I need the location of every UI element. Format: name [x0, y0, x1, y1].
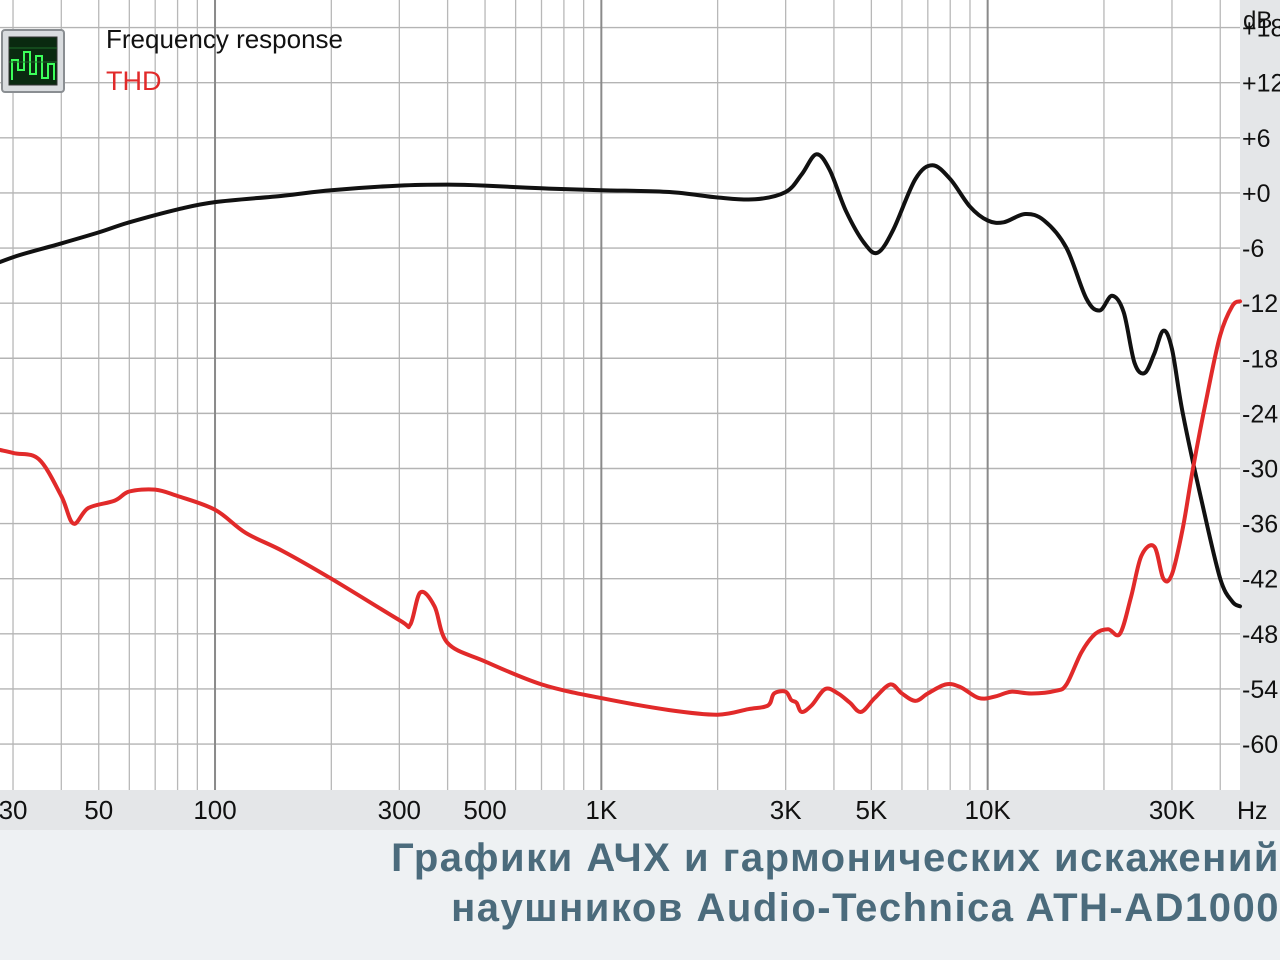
frequency-chart: +18+12+6+0-6-12-18-24-30-36-42-48-54-60 …: [0, 0, 1280, 830]
y-tick-label: -54: [1242, 676, 1278, 704]
x-tick-label: 10K: [965, 795, 1012, 825]
y-tick-label: +18: [1242, 15, 1280, 43]
x-tick-label: 500: [463, 795, 506, 825]
y-tick-label: -18: [1242, 345, 1278, 373]
x-tick-label: 100: [193, 795, 236, 825]
y-tick-label: -12: [1242, 290, 1278, 318]
series-layer: [0, 152, 1242, 717]
legend-thd: THD: [106, 66, 162, 96]
y-tick-label: +6: [1242, 125, 1271, 153]
y-tick-label: +12: [1242, 70, 1280, 98]
legend: Frequency response THD: [1, 24, 343, 96]
grid-minor: [0, 0, 1240, 790]
spectrum-analyzer-icon: [1, 29, 65, 93]
x-tick-label: 50: [84, 795, 113, 825]
y-tick-label: -36: [1242, 511, 1278, 539]
y-tick-label: -60: [1242, 731, 1278, 759]
x-tick-label: 30K: [1149, 795, 1196, 825]
x-unit-label: Hz: [1237, 797, 1268, 825]
caption-line-2: наушников Audio-Technica ATH-AD1000: [451, 886, 1280, 930]
legend-frequency-response: Frequency response: [106, 24, 343, 54]
caption-line-1: Графики АЧХ и гармонических искажений: [391, 836, 1280, 880]
y-tick-label: -6: [1242, 235, 1264, 263]
chart-area: +18 +12 +6 +0 -6 -12 -18 -24 -30 -36 -42 -48 -54 -60 …: [0, 0, 1280, 830]
grid-major: [214, 0, 989, 790]
y-tick-label: -24: [1242, 400, 1278, 428]
series-thd-line: [0, 299, 1242, 717]
x-tick-label: 30: [0, 795, 27, 825]
y-tick-label: -42: [1242, 566, 1278, 594]
x-tick-labels: 30 50 100 300 500 1K 3K 5K 10K 30K: [0, 795, 1196, 825]
y-tick-label: -48: [1242, 621, 1278, 649]
x-tick-label: 1K: [585, 795, 617, 825]
x-tick-label: 5K: [855, 795, 887, 825]
y-unit-label: dB: [1243, 7, 1272, 34]
y-tick-label: -30: [1242, 455, 1278, 483]
series-frequency-response-line: [0, 152, 1242, 609]
x-tick-label: 300: [378, 795, 421, 825]
x-tick-label: 3K: [770, 795, 802, 825]
y-tick-label: +0: [1242, 180, 1271, 208]
plot-background: [0, 0, 1240, 790]
y-tick-labels: +18 +12 +6 +0 -6 -12 -18 -24 -30 -36 -42 -48 -54 -60: [1242, 15, 1280, 760]
